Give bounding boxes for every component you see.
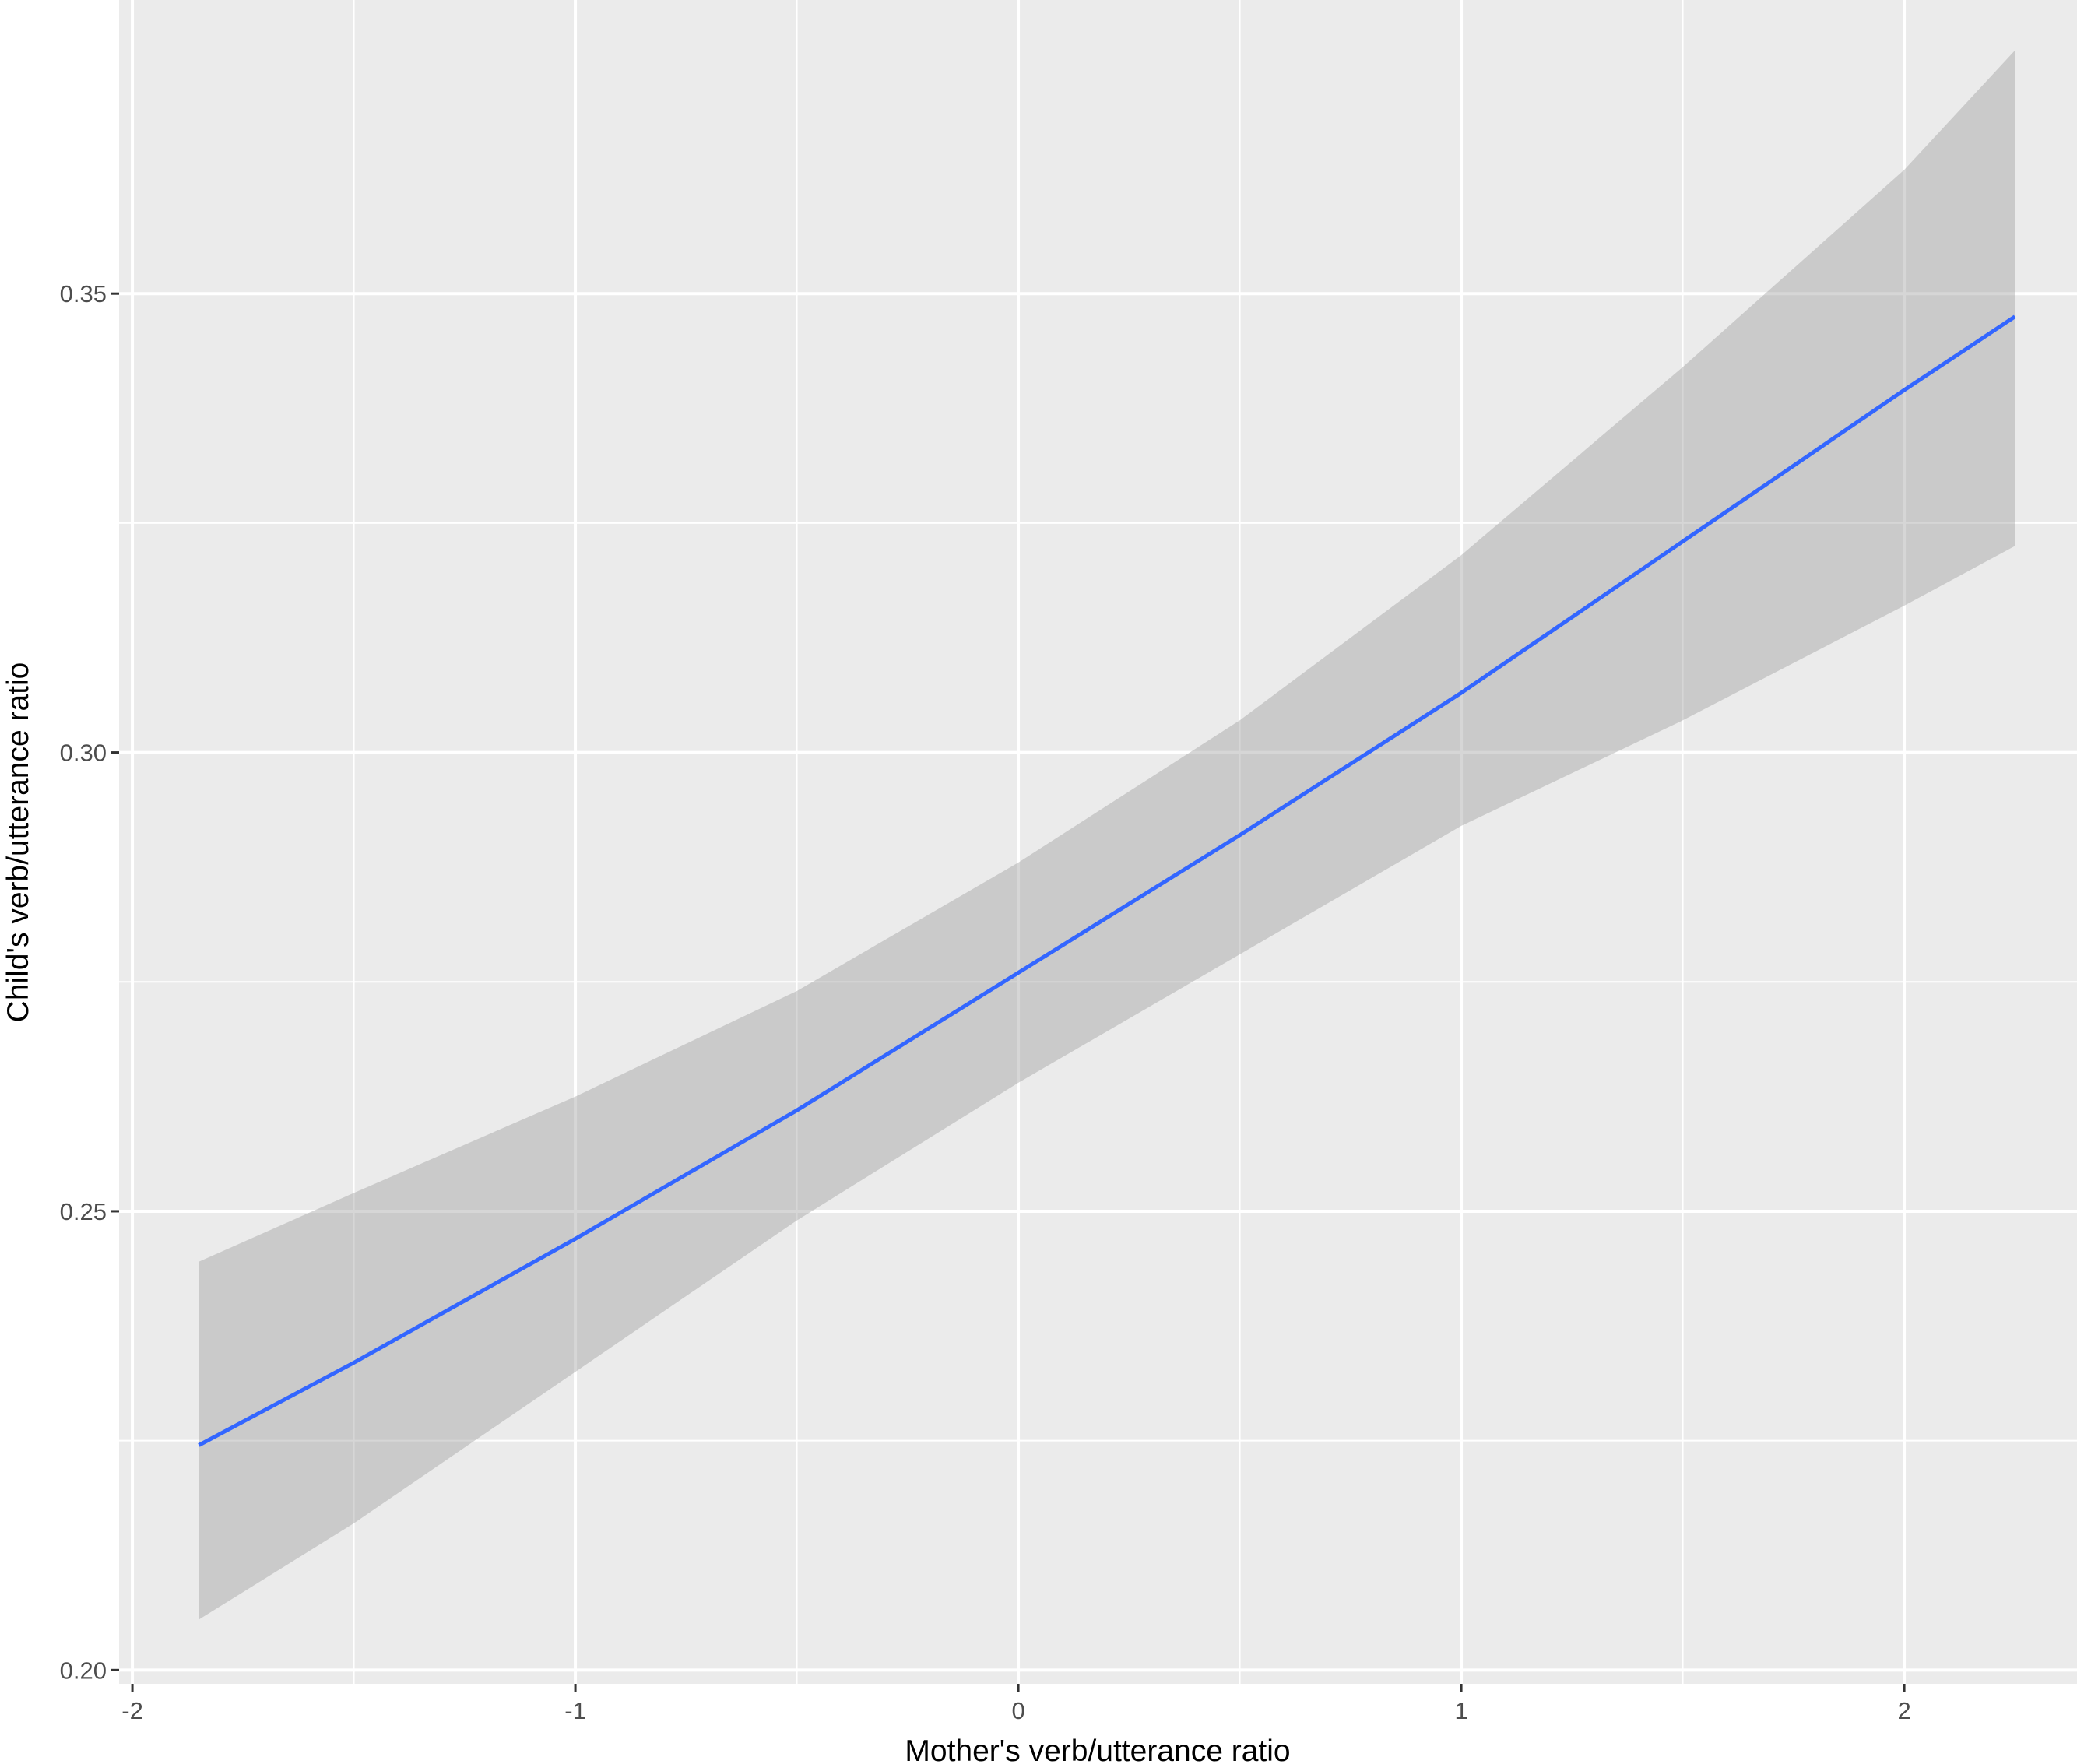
x-axis-ticks: -2 -1 0 1 2 [121,1684,1911,1724]
y-tick-label: 0.20 [60,1657,107,1684]
regression-line [198,314,2016,1447]
x-tick-label: 0 [1011,1697,1024,1724]
minor-gridlines [119,0,2077,1684]
y-tick-label: 0.30 [60,740,107,767]
y-tick-label: 0.25 [60,1198,107,1225]
y-axis-title: Child's verb/utterance ratio [2,662,35,1023]
y-axis-ticks: 0.20 0.25 0.30 0.35 [60,280,119,1684]
x-axis-title: Mother's verb/utterance ratio [905,1734,1290,1764]
x-tick-label: 1 [1454,1697,1467,1724]
x-tick-label: -2 [121,1697,143,1724]
x-tick-label: 2 [1897,1697,1910,1724]
major-gridlines [119,0,2077,1684]
x-tick-label: -1 [564,1697,586,1724]
plot-panel [119,0,2077,1684]
y-tick-label: 0.35 [60,280,107,307]
confidence-band [199,50,2015,1620]
